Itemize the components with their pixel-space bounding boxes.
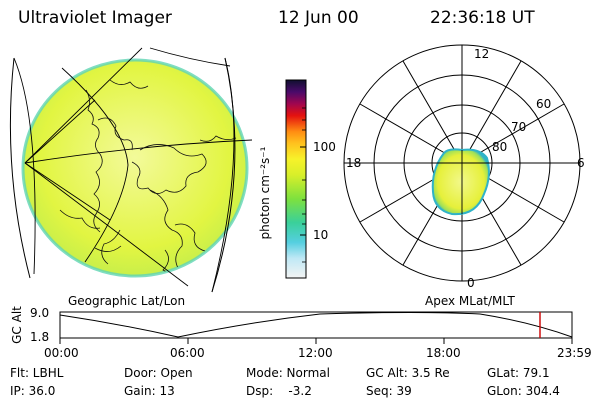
time-label: 22:36:18 UT: [430, 8, 535, 28]
mlat-label-80: 80: [492, 140, 508, 154]
altitude-ytick-low: 1.8: [30, 330, 50, 344]
status-gc-alt: GC Alt: 3.5 Re: [366, 366, 450, 380]
altitude-plot: [59, 311, 573, 339]
xtick-2359: 23:59: [557, 346, 592, 360]
auroral-oval: [431, 148, 490, 216]
app-title: Ultraviolet Imager: [18, 8, 172, 28]
status-filter: Flt: LBHL: [10, 366, 64, 380]
status-door: Door: Open: [124, 366, 193, 380]
status-dsp: Dsp: -3.2: [246, 384, 312, 398]
status-ip: IP: 36.0: [10, 384, 56, 398]
xtick-1800: 18:00: [426, 346, 461, 360]
status-mode: Mode: Normal: [246, 366, 330, 380]
altitude-ytick-high: 9.0: [30, 306, 50, 320]
status-gain: Gain: 13: [124, 384, 175, 398]
apex-caption: Apex MLat/MLT: [425, 294, 515, 308]
lat-lon-grid: [13, 47, 253, 293]
mlt-label-12: 12: [474, 47, 490, 61]
altitude-ylabel: GC Alt: [10, 306, 24, 344]
mlt-label-6: 6: [577, 156, 585, 170]
colorbar-tick-10: 10: [313, 228, 329, 242]
mlat-label-60: 60: [536, 97, 552, 111]
colorbar-unit-label: photon cm⁻²s⁻¹: [258, 146, 272, 240]
xtick-1200: 12:00: [298, 346, 333, 360]
altitude-curve: [59, 312, 573, 338]
mlat-label-70: 70: [511, 120, 527, 134]
xtick-0000: 00:00: [44, 346, 79, 360]
colorbar-tick-100: 100: [313, 140, 336, 154]
geographic-caption: Geographic Lat/Lon: [68, 294, 186, 308]
xtick-0600: 06:00: [170, 346, 205, 360]
colorbar: [285, 79, 307, 279]
mlt-label-0: 0: [467, 276, 475, 290]
geographic-image: [9, 47, 253, 293]
mlt-label-18: 18: [346, 156, 362, 170]
status-seq: Seq: 39: [366, 384, 412, 398]
status-glat: GLat: 79.1: [487, 366, 550, 380]
status-glon: GLon: 304.4: [487, 384, 560, 398]
coastlines: [59, 79, 237, 274]
date-label: 12 Jun 00: [278, 8, 359, 28]
